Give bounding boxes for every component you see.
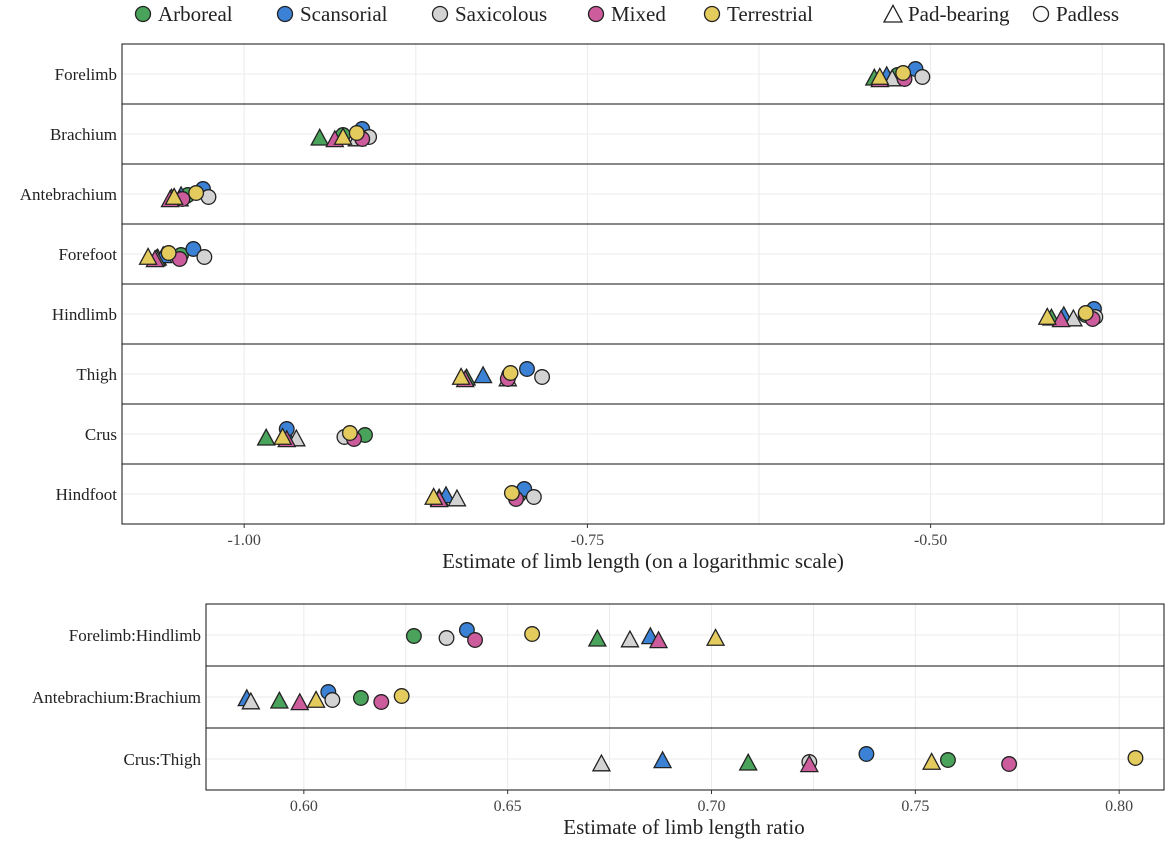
limb-length-x-tick-label: -0.75	[571, 532, 604, 549]
limb-length-panel: Forelimb Brachium Antebrachium Forefoot Hind…	[20, 43, 1165, 549]
point-arboreal-pad-bearing-crus	[256, 427, 276, 446]
limb-ratio-x-axis-title: Estimate of limb length ratio	[563, 815, 804, 839]
point-terrestrial-pad-bearing-hindlimb	[1037, 307, 1057, 325]
limb-length-x-axis-title: Estimate of limb length (on a logarithmi…	[442, 549, 844, 573]
point-saxicolous-pad-bearing-hindlimb	[1063, 308, 1083, 327]
point-mixed-pad-bearing-crus-thigh	[799, 754, 819, 773]
limb-ratio-x-tick-label: 0.75	[901, 798, 929, 815]
legend-pad-label: Pad-bearing	[908, 2, 1010, 26]
legend-arboreal-swatch	[134, 5, 152, 23]
limb-ratio-x-tick-label: 0.80	[1105, 798, 1133, 815]
point-mixed-padless-forelimb-hindlimb	[467, 632, 484, 648]
point-terrestrial-padless-thigh	[502, 365, 519, 381]
point-saxicolous-pad-bearing-forelimb-hindlimb	[620, 629, 640, 648]
limb-ratio-x-tick-label: 0.65	[494, 798, 522, 815]
point-terrestrial-pad-bearing-antebrachium-brachium	[306, 690, 326, 708]
row-label-forelimb-hindlimb: Forelimb:Hindlimb	[69, 626, 201, 645]
point-scansorial-pad-bearing-crus-thigh	[652, 750, 673, 769]
legend-padless-circle-symbol	[1032, 5, 1050, 23]
point-terrestrial-padless-crus	[341, 425, 358, 441]
point-terrestrial-pad-bearing-crus-thigh	[922, 752, 942, 770]
row-label-antebrachium-brachium: Antebrachium:Brachium	[32, 688, 201, 707]
limb-ratio-x-tick-label: 0.60	[290, 798, 318, 815]
limb-length-panel-border	[121, 43, 1165, 525]
point-scansorial-pad-bearing-thigh	[473, 365, 493, 384]
point-saxicolous-padless-antebrachium-brachium	[324, 692, 341, 708]
row-label-forefoot: Forefoot	[58, 245, 117, 264]
row-label-hindfoot: Hindfoot	[56, 485, 118, 504]
point-arboreal-padless-forelimb-hindlimb	[405, 628, 422, 644]
point-terrestrial-pad-bearing-hindfoot	[424, 487, 444, 505]
point-terrestrial-padless-antebrachium	[188, 185, 205, 201]
point-terrestrial-padless-forelimb	[895, 65, 912, 81]
limb-length-x-tick-label: -0.50	[914, 532, 947, 549]
row-label-crus-thigh: Crus:Thigh	[124, 750, 202, 769]
point-mixed-padless-antebrachium-brachium	[373, 694, 390, 710]
legend-terrestrial-label: Terrestrial	[727, 2, 813, 26]
legend-arboreal-label: Arboreal	[158, 2, 233, 26]
point-scansorial-padless-thigh	[519, 361, 535, 377]
row-label-hindlimb: Hindlimb	[52, 305, 117, 324]
point-terrestrial-pad-bearing-forelimb-hindlimb	[705, 628, 726, 646]
point-arboreal-padless-antebrachium-brachium	[352, 690, 369, 706]
limb-ratio-x-tick-label: 0.70	[697, 798, 725, 815]
point-terrestrial-padless-antebrachium-brachium	[393, 688, 410, 704]
point-saxicolous-pad-bearing-crus-thigh	[591, 753, 612, 772]
legend-terrestrial-swatch	[703, 5, 721, 23]
legend-padless-label: Padless	[1056, 2, 1119, 26]
legend-saxicolous-swatch	[431, 5, 449, 23]
point-terrestrial-padless-hindfoot	[503, 485, 520, 501]
point-saxicolous-pad-bearing-hindfoot	[447, 488, 467, 507]
legend-scansorial-swatch	[276, 5, 294, 23]
point-terrestrial-pad-bearing-antebrachium	[164, 187, 184, 205]
point-arboreal-pad-bearing-forelimb-hindlimb	[587, 628, 607, 647]
point-terrestrial-padless-forefoot	[160, 245, 177, 261]
point-terrestrial-pad-bearing-forefoot	[138, 247, 158, 265]
legend-scansorial-label: Scansorial	[300, 2, 388, 26]
point-terrestrial-pad-bearing-brachium	[333, 127, 353, 145]
point-terrestrial-padless-brachium	[348, 125, 365, 141]
row-label-thigh: Thigh	[76, 365, 117, 384]
point-terrestrial-padless-forelimb-hindlimb	[524, 626, 541, 642]
row-label-crus: Crus	[85, 425, 117, 444]
point-terrestrial-padless-crus-thigh	[1127, 750, 1144, 766]
point-mixed-pad-bearing-hindlimb	[1051, 309, 1071, 328]
limb-ratio-panel: Forelimb:Hindlimb Antebrachium:Brachium Cr…	[32, 603, 1165, 815]
legend-mixed-swatch	[587, 5, 605, 23]
point-scansorial-padless-forefoot	[185, 241, 202, 257]
limb-ratio-panel-border	[205, 603, 1165, 791]
point-saxicolous-padless-forefoot	[196, 249, 213, 265]
point-saxicolous-pad-bearing-antebrachium-brachium	[241, 691, 261, 710]
row-label-antebrachium: Antebrachium	[20, 185, 117, 204]
point-saxicolous-padless-thigh	[534, 369, 551, 385]
point-arboreal-pad-bearing-antebrachium-brachium	[269, 690, 289, 709]
point-arboreal-padless-crus-thigh	[939, 752, 956, 768]
point-terrestrial-padless-hindlimb	[1077, 305, 1094, 321]
point-mixed-pad-bearing-forelimb-hindlimb	[648, 630, 669, 649]
legend-pad-triangle-symbol	[882, 3, 904, 23]
point-saxicolous-padless-hindfoot	[525, 489, 542, 505]
point-arboreal-pad-bearing-crus-thigh	[738, 752, 758, 771]
point-saxicolous-pad-bearing-forelimb	[882, 68, 902, 87]
point-terrestrial-pad-bearing-forelimb	[870, 67, 890, 85]
point-mixed-padless-crus-thigh	[1001, 756, 1018, 772]
point-saxicolous-padless-forelimb	[914, 69, 931, 85]
point-terrestrial-pad-bearing-thigh	[451, 367, 471, 385]
legend-saxicolous-label: Saxicolous	[455, 2, 547, 26]
point-arboreal-pad-bearing-brachium	[310, 127, 330, 146]
point-mixed-pad-bearing-antebrachium-brachium	[290, 692, 310, 711]
point-scansorial-padless-crus-thigh	[858, 746, 875, 762]
point-terrestrial-pad-bearing-crus	[273, 427, 293, 445]
point-saxicolous-padless-forelimb-hindlimb	[438, 630, 455, 646]
row-label-forelimb: Forelimb	[55, 65, 117, 84]
legend: Arboreal Scansorial Saxicolous Mixed Terrest…	[134, 2, 1119, 26]
limb-length-x-tick-label: -1.00	[228, 532, 261, 549]
legend-mixed-label: Mixed	[611, 2, 666, 26]
row-label-brachium: Brachium	[50, 125, 117, 144]
